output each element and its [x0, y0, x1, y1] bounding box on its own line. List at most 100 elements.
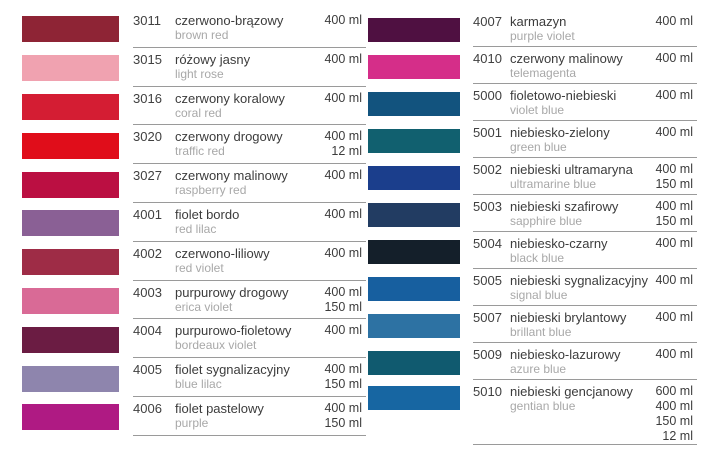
color-row-text: 4004 purpurowo-fioletowy bordeaux violet…	[133, 319, 366, 359]
color-name-polish: czerwono-liliowy	[175, 245, 270, 261]
volume-value: 400 ml	[324, 245, 362, 260]
color-code: 5000	[473, 88, 502, 103]
color-name-english: telemagenta	[510, 66, 577, 80]
color-swatch	[22, 93, 119, 120]
volume-value: 150 ml	[324, 377, 362, 392]
color-name-polish: czerwony malinowy	[510, 51, 623, 66]
color-names: różowy jasny light rose	[175, 52, 324, 81]
color-row: 5001 niebiesko-zielony green blue 400 ml	[368, 121, 697, 158]
color-code: 4007	[473, 14, 502, 29]
color-row-text: 5005 niebieski sygnalizacyjny signal blu…	[473, 269, 697, 306]
color-swatch	[22, 132, 119, 159]
color-row: 4004 purpurowo-fioletowy bordeaux violet…	[22, 319, 366, 359]
color-name-polish: czerwony malinowy	[175, 168, 288, 184]
color-name-english: red violet	[175, 260, 224, 275]
color-name-english: gentian blue	[510, 399, 576, 413]
color-row-text: 5004 niebiesko-czarny black blue 400 ml	[473, 232, 697, 269]
color-row: 3020 czerwony drogowy traffic red 400 ml…	[22, 125, 366, 165]
color-row-text: 4005 fiolet sygnalizacyjny blue lilac 40…	[133, 358, 366, 397]
color-row-text: 5003 niebieski szafirowy sapphire blue 4…	[473, 195, 697, 232]
color-name-english: black blue	[510, 251, 565, 265]
color-row-text: 5001 niebiesko-zielony green blue 400 ml	[473, 121, 697, 158]
color-code: 5003	[473, 199, 502, 214]
color-code: 3020	[133, 129, 162, 145]
volume-value: 150 ml	[655, 414, 693, 428]
color-row: 4005 fiolet sygnalizacyjny blue lilac 40…	[22, 358, 366, 397]
color-code: 5005	[473, 273, 502, 288]
color-swatch	[22, 55, 119, 82]
color-name-polish: niebieski gencjanowy	[510, 384, 633, 399]
color-volumes: 400 ml 150 ml	[324, 285, 366, 315]
color-row-text: 3016 czerwony koralowy coral red 400 ml	[133, 87, 366, 126]
color-name-english: blue lilac	[175, 377, 222, 392]
color-code: 4002	[133, 245, 162, 261]
color-names: niebiesko-czarny black blue	[510, 236, 655, 265]
color-code: 5010	[473, 384, 502, 399]
color-name-polish: niebieski brylantowy	[510, 310, 627, 325]
volume-value: 150 ml	[324, 415, 362, 430]
color-row: 3016 czerwony koralowy coral red 400 ml	[22, 87, 366, 126]
color-volumes: 400 ml	[655, 310, 697, 325]
color-code: 4004	[133, 323, 162, 339]
volume-value: 400 ml	[655, 125, 693, 139]
volume-value: 150 ml	[655, 214, 693, 228]
color-row: 3015 różowy jasny light rose 400 ml	[22, 48, 366, 87]
color-name-english: raspberry red	[175, 183, 247, 198]
volume-value: 400 ml	[655, 162, 693, 176]
color-code: 5004	[473, 236, 502, 251]
color-row: 5009 niebiesko-lazurowy azure blue 400 m…	[368, 343, 697, 380]
volume-value: 400 ml	[655, 310, 693, 324]
color-volumes: 400 ml	[324, 52, 366, 67]
color-swatch	[368, 276, 460, 301]
color-name-polish: niebiesko-zielony	[510, 125, 610, 140]
color-name-polish: fioletowo-niebieski	[510, 88, 617, 103]
volume-value: 150 ml	[655, 177, 693, 191]
catalog-column-left: 3011 czerwono-brązowy brown red 400 ml 3…	[22, 0, 366, 436]
color-name-polish: purpurowy drogowy	[175, 284, 289, 300]
color-row-text: 4010 czerwony malinowy telemagenta 400 m…	[473, 47, 697, 84]
color-swatch	[22, 171, 119, 198]
color-row: 3011 czerwono-brązowy brown red 400 ml	[22, 9, 366, 48]
volume-value: 12 ml	[331, 144, 362, 159]
color-names: fioletowo-niebieski violet blue	[510, 88, 655, 117]
color-names: purpurowy drogowy erica violet	[175, 285, 324, 314]
volume-value: 400 ml	[324, 400, 362, 415]
color-volumes: 400 ml 150 ml	[655, 199, 697, 229]
color-volumes: 400 ml 12 ml	[324, 129, 366, 159]
volume-value: 12 ml	[662, 429, 693, 443]
color-row: 4001 fiolet bordo red lilac 400 ml	[22, 203, 366, 242]
color-names: purpurowo-fioletowy bordeaux violet	[175, 323, 324, 352]
color-code: 3015	[133, 51, 162, 67]
color-row: 5002 niebieski ultramaryna ultramarine b…	[368, 158, 697, 195]
volume-value: 400 ml	[655, 199, 693, 213]
volume-value: 400 ml	[324, 129, 362, 144]
volume-value: 400 ml	[655, 399, 693, 413]
catalog-column-right: 4007 karmazyn purple violet 400 ml 4010 …	[368, 0, 697, 445]
color-volumes: 400 ml 150 ml	[324, 362, 366, 392]
color-row: 5007 niebieski brylantowy brillant blue …	[368, 306, 697, 343]
color-swatch	[368, 54, 460, 79]
color-swatch	[22, 210, 119, 237]
color-swatch	[368, 239, 460, 264]
color-name-english: green blue	[510, 140, 567, 154]
volume-value: 400 ml	[324, 51, 362, 66]
volume-value: 400 ml	[324, 168, 362, 183]
color-name-english: purple	[175, 415, 209, 430]
color-volumes: 600 ml 400 ml 150 ml 12 ml	[655, 384, 697, 444]
color-row-text: 4007 karmazyn purple violet 400 ml	[473, 10, 697, 47]
color-swatch	[22, 249, 119, 276]
color-code: 5009	[473, 347, 502, 362]
color-code: 4001	[133, 206, 162, 222]
color-code: 5007	[473, 310, 502, 325]
volume-value: 400 ml	[655, 236, 693, 250]
color-name-polish: fiolet bordo	[175, 206, 240, 222]
volume-value: 400 ml	[655, 14, 693, 28]
color-names: czerwono-liliowy red violet	[175, 246, 324, 275]
color-names: niebieski gencjanowy gentian blue	[510, 384, 655, 413]
color-code: 3016	[133, 90, 162, 106]
color-swatch	[368, 17, 460, 42]
color-volumes: 400 ml	[324, 323, 366, 338]
color-volumes: 400 ml	[655, 236, 697, 251]
volume-value: 400 ml	[655, 88, 693, 102]
